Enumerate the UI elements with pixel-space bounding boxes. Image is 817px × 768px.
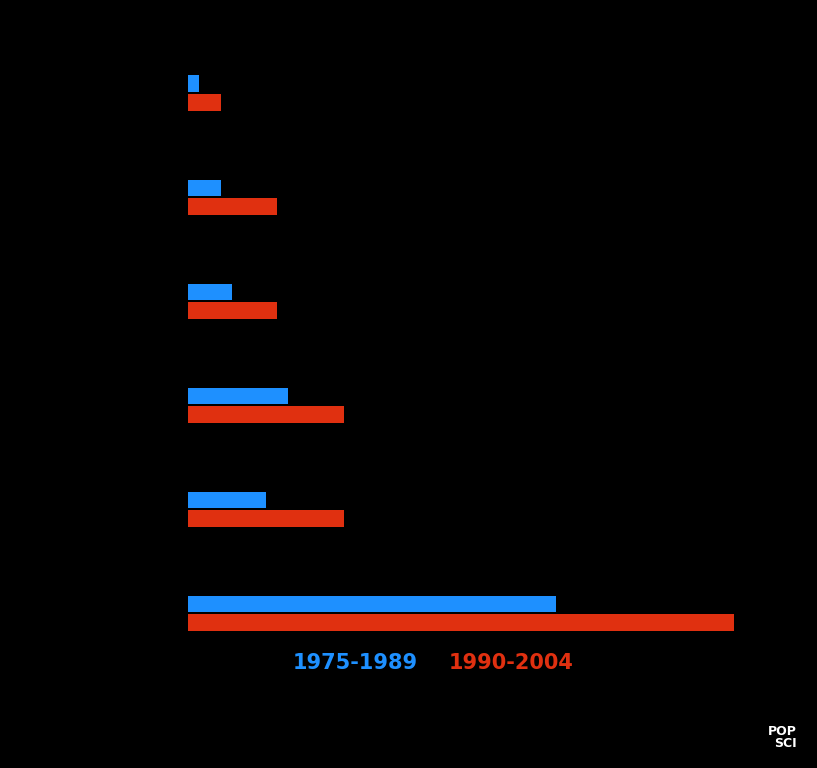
Bar: [188, 94, 221, 111]
Bar: [188, 198, 277, 215]
Bar: [188, 596, 556, 612]
Text: 1990-2004: 1990-2004: [449, 653, 574, 673]
Bar: [188, 614, 734, 631]
Bar: [188, 406, 344, 423]
Bar: [188, 492, 266, 508]
Bar: [188, 283, 233, 300]
Bar: [188, 180, 221, 196]
Bar: [188, 388, 288, 404]
Bar: [188, 75, 199, 92]
Text: 1975-1989: 1975-1989: [292, 653, 417, 673]
Text: POP
SCI: POP SCI: [768, 725, 797, 750]
Bar: [188, 303, 277, 319]
Bar: [188, 511, 344, 527]
